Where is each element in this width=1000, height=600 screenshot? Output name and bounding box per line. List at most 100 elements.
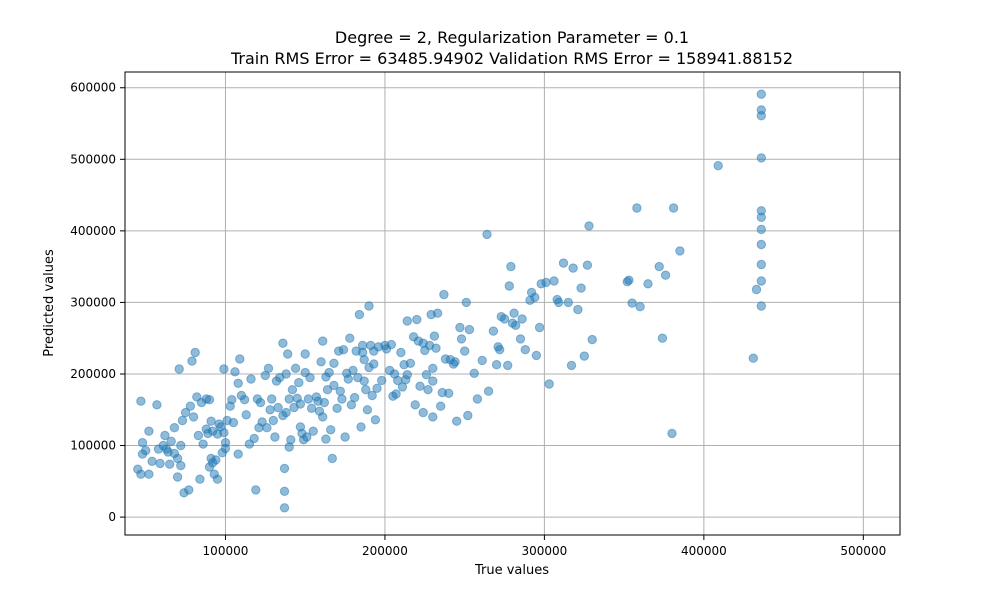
data-point	[174, 364, 184, 374]
data-point	[177, 415, 188, 426]
data-point	[377, 375, 387, 386]
data-point	[321, 434, 331, 444]
data-point	[756, 301, 766, 311]
data-point	[233, 449, 243, 459]
data-point	[461, 297, 471, 308]
data-point	[322, 385, 333, 395]
data-point	[579, 351, 589, 361]
data-point	[362, 405, 373, 415]
data-point	[483, 386, 494, 396]
data-point	[284, 394, 294, 404]
data-point	[273, 402, 283, 413]
x-tick-label: 500000	[840, 544, 886, 558]
data-point	[137, 438, 148, 448]
data-point	[635, 302, 645, 312]
data-point	[176, 460, 186, 471]
data-point	[566, 360, 577, 371]
data-point	[235, 354, 245, 364]
data-point	[456, 334, 467, 344]
data-point	[281, 407, 291, 418]
data-point	[756, 239, 766, 250]
data-point	[748, 353, 758, 363]
y-ticks: 0 100000 200000 300000 400000 500000 600000	[70, 81, 125, 524]
data-point	[455, 322, 465, 333]
data-point	[482, 229, 492, 240]
data-point	[262, 423, 272, 433]
data-point	[326, 425, 336, 435]
data-point	[152, 400, 162, 410]
data-point	[302, 432, 312, 442]
data-point	[144, 426, 154, 436]
data-point	[343, 374, 353, 384]
y-tick-label: 0	[108, 510, 116, 524]
data-point	[554, 297, 564, 308]
data-point	[279, 463, 290, 474]
y-tick-label: 100000	[70, 439, 116, 453]
data-point	[329, 358, 339, 368]
data-point	[568, 263, 578, 273]
data-point	[268, 415, 278, 426]
data-point	[190, 347, 200, 358]
data-point	[450, 357, 460, 367]
data-point	[444, 388, 454, 398]
data-point	[290, 363, 301, 373]
data-point	[428, 363, 438, 373]
data-point	[356, 422, 366, 432]
data-point	[287, 385, 298, 395]
data-point	[713, 161, 723, 171]
data-point	[402, 370, 412, 380]
data-point	[460, 346, 470, 356]
data-point	[541, 277, 551, 288]
data-point	[294, 377, 304, 388]
y-tick-label: 300000	[70, 295, 116, 309]
x-axis-label: True values	[474, 563, 549, 578]
data-point	[329, 380, 339, 391]
data-point	[165, 459, 175, 469]
data-point	[391, 389, 401, 399]
data-point	[436, 401, 446, 411]
data-point	[211, 455, 221, 465]
data-point	[421, 370, 432, 380]
data-point	[463, 410, 473, 421]
data-point	[660, 270, 671, 280]
data-point	[136, 469, 146, 479]
data-point	[219, 364, 229, 374]
plot-frame	[124, 71, 901, 536]
data-point	[632, 203, 642, 213]
data-point	[220, 438, 231, 448]
data-point	[410, 400, 420, 410]
data-point	[141, 445, 151, 456]
data-points	[133, 89, 766, 513]
data-point	[204, 395, 215, 405]
data-point	[136, 396, 146, 406]
data-point	[319, 397, 329, 408]
data-point	[172, 472, 183, 482]
data-point	[756, 259, 766, 270]
data-point	[431, 343, 441, 353]
data-point	[439, 289, 449, 300]
data-point	[654, 261, 664, 272]
data-point	[452, 416, 462, 426]
data-point	[318, 412, 328, 422]
data-point	[265, 405, 275, 415]
data-point	[428, 412, 438, 422]
data-point	[169, 423, 180, 433]
data-point	[324, 367, 334, 378]
data-point	[267, 394, 277, 404]
data-point	[335, 386, 345, 396]
data-point	[316, 357, 326, 367]
data-point	[345, 333, 355, 343]
data-point	[160, 430, 170, 441]
data-point	[573, 304, 583, 315]
data-point	[509, 308, 519, 318]
data-point	[412, 314, 422, 325]
data-point	[429, 331, 440, 341]
data-point	[372, 383, 382, 393]
data-point	[756, 153, 766, 163]
data-point	[432, 308, 443, 318]
data-point	[337, 394, 347, 404]
data-point	[563, 297, 573, 308]
data-point	[338, 345, 349, 355]
data-point	[472, 394, 483, 404]
data-point	[756, 89, 766, 99]
